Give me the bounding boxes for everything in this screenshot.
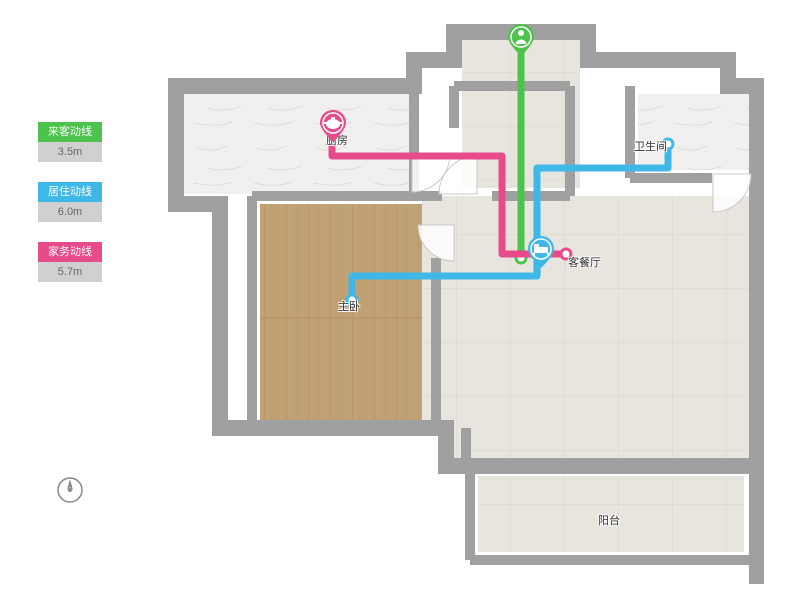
room-label-卫生间: 卫生间 xyxy=(634,138,667,154)
legend: 来客动线 3.5m 居住动线 6.0m 家务动线 5.7m xyxy=(38,122,102,302)
legend-item-chore: 家务动线 5.7m xyxy=(38,242,102,282)
legend-item-guest: 来客动线 3.5m xyxy=(38,122,102,162)
pot-icon xyxy=(320,110,346,142)
legend-label: 来客动线 xyxy=(38,122,102,142)
legend-label: 家务动线 xyxy=(38,242,102,262)
legend-label: 居住动线 xyxy=(38,182,102,202)
legend-item-living: 居住动线 6.0m xyxy=(38,182,102,222)
legend-value: 5.7m xyxy=(38,262,102,282)
person-icon xyxy=(508,24,534,56)
room-label-客餐厅: 客餐厅 xyxy=(568,254,601,270)
bed-icon xyxy=(528,236,554,268)
compass-icon xyxy=(56,476,84,504)
room-label-主卧: 主卧 xyxy=(338,298,360,314)
floorplan: 厨房主卧客餐厅卫生间阳台 xyxy=(132,18,764,588)
room-label-阳台: 阳台 xyxy=(598,512,620,528)
legend-value: 6.0m xyxy=(38,202,102,222)
movement-paths xyxy=(132,18,764,588)
path-living xyxy=(352,144,668,298)
legend-value: 3.5m xyxy=(38,142,102,162)
